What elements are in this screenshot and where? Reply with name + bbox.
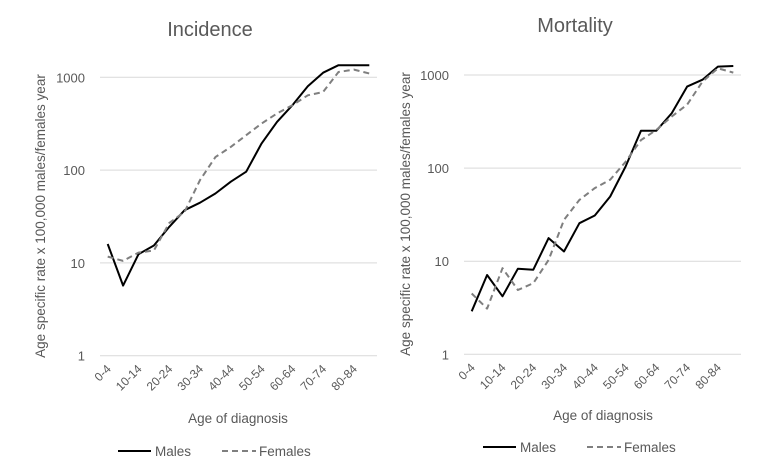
x-tick-label: 0-4 bbox=[456, 360, 478, 382]
x-tick-label: 10-14 bbox=[113, 362, 145, 394]
y-tick-label: 1000 bbox=[56, 70, 85, 85]
series-line-males bbox=[106, 64, 370, 287]
x-tick-label: 80-84 bbox=[692, 360, 724, 392]
y-tick-label: 10 bbox=[435, 254, 449, 269]
x-tick-label: 80-84 bbox=[328, 362, 360, 394]
legend-label-females: Females bbox=[624, 440, 676, 455]
x-axis-label: Age of diagnosis bbox=[188, 411, 288, 426]
x-tick-label: 70-74 bbox=[662, 360, 694, 392]
x-tick-label: 10-14 bbox=[477, 360, 509, 392]
legend-label-males: Males bbox=[155, 444, 191, 459]
x-tick-label: 40-44 bbox=[205, 362, 237, 394]
x-tick-label: 70-74 bbox=[298, 362, 330, 394]
legend-label-females: Females bbox=[259, 444, 311, 459]
y-tick-label: 10 bbox=[71, 256, 85, 271]
x-tick-label: 20-24 bbox=[508, 360, 540, 392]
legend-label-males: Males bbox=[520, 440, 556, 455]
y-tick-label: 1 bbox=[442, 347, 449, 362]
x-axis-label: Age of diagnosis bbox=[553, 408, 653, 423]
series-line-females bbox=[107, 68, 370, 262]
x-tick-label: 50-54 bbox=[600, 360, 632, 392]
mortality-chart: Mortality Age specific rate x 100,000 ma… bbox=[398, 15, 741, 455]
x-tick-label: 50-54 bbox=[236, 362, 268, 394]
x-tick-label: 0-4 bbox=[92, 362, 114, 384]
y-tick-label: 100 bbox=[63, 163, 85, 178]
y-axis-label: Age specific rate x 100,000 males/female… bbox=[398, 72, 413, 356]
series-line-males bbox=[470, 65, 734, 312]
x-tick-label: 30-34 bbox=[175, 362, 207, 394]
x-tick-label: 60-64 bbox=[267, 362, 299, 394]
x-tick-label: 60-64 bbox=[631, 360, 663, 392]
incidence-chart: Incidence Age specific rate x 100,000 ma… bbox=[33, 19, 377, 459]
y-tick-label: 100 bbox=[427, 161, 449, 176]
x-tick-label: 30-34 bbox=[539, 360, 571, 392]
series-line-females bbox=[470, 67, 734, 310]
chart-title: Incidence bbox=[167, 19, 253, 41]
legend: Males Females bbox=[118, 444, 311, 459]
y-tick-label: 1000 bbox=[420, 68, 449, 83]
x-tick-label: 40-44 bbox=[569, 360, 601, 392]
y-tick-label: 1 bbox=[78, 349, 85, 364]
chart-title: Mortality bbox=[537, 15, 613, 37]
legend: Males Females bbox=[483, 440, 676, 455]
x-tick-label: 20-24 bbox=[144, 362, 176, 394]
y-axis-label: Age specific rate x 100,000 males/female… bbox=[33, 74, 48, 358]
